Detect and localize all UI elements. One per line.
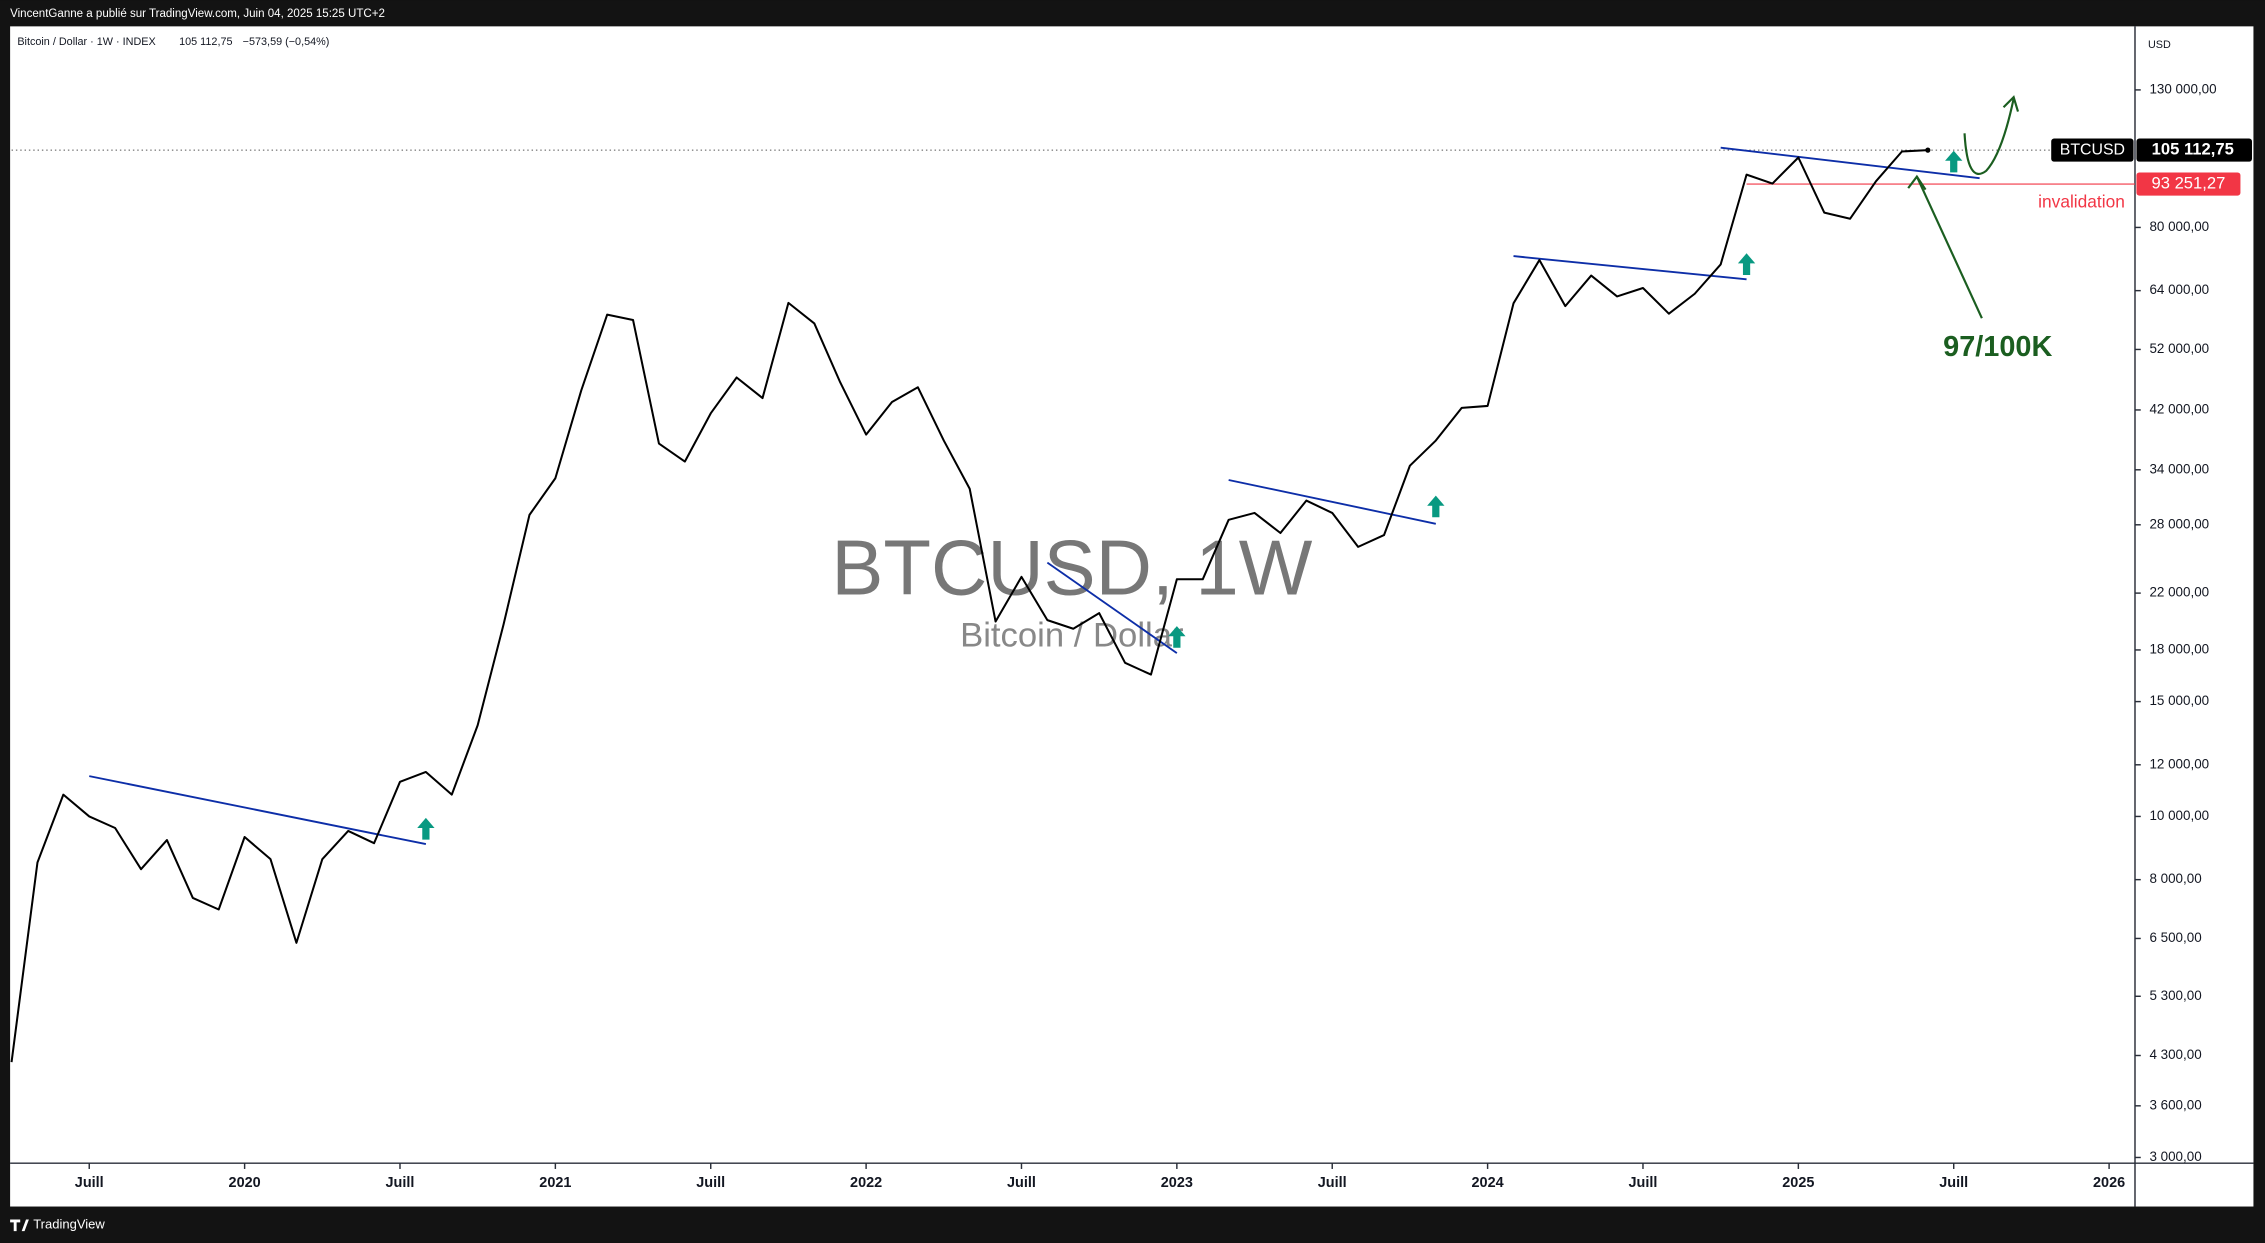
x-tick-label: 2021 bbox=[539, 1175, 571, 1191]
trendline bbox=[1228, 479, 1437, 525]
plot: 130 000,00 80 000,00 64 000,00 52 000,00 42 … bbox=[10, 81, 2252, 1191]
signal-arrow bbox=[417, 817, 435, 840]
signal-arrow bbox=[1737, 253, 1756, 275]
legend-name: Bitcoin / Dollar · 1W · INDEX bbox=[17, 36, 155, 48]
y-tick-label: 64 000,00 bbox=[2149, 282, 2209, 297]
signal-arrow bbox=[1168, 626, 1186, 648]
watermark-subtitle: Bitcoin / Dollar bbox=[960, 617, 1183, 655]
y-tick-label: 15 000,00 bbox=[2149, 693, 2209, 708]
y-tick-label: 52 000,00 bbox=[2149, 341, 2209, 356]
y-tick-label: 42 000,00 bbox=[2149, 401, 2209, 416]
x-tick-label: Juill bbox=[75, 1175, 104, 1191]
y-tick-label: 6 500,00 bbox=[2149, 930, 2201, 945]
invalidation-text: invalidation bbox=[2038, 191, 2125, 211]
last-price-box bbox=[2136, 138, 2252, 162]
x-tick-label: 2025 bbox=[1782, 1175, 1814, 1191]
publisher: VincentGanne a publié sur TradingView.co… bbox=[10, 8, 385, 20]
signal-arrow bbox=[1945, 150, 1963, 173]
legend-change: −573,59 (−0,54%) bbox=[243, 36, 330, 48]
legend-price: 105 112,75 bbox=[179, 36, 232, 48]
projection-arrow-head bbox=[2002, 95, 2020, 112]
y-tick-label: 5 300,00 bbox=[2149, 988, 2201, 1003]
y-tick-label: 4 300,00 bbox=[2149, 1047, 2201, 1062]
x-tick-label: Juill bbox=[1318, 1175, 1347, 1191]
last-point bbox=[1925, 147, 1931, 153]
watermark-title: BTCUSD, 1W bbox=[831, 523, 1312, 611]
symbol-tag bbox=[2051, 138, 2134, 162]
x-tick-label: 2026 bbox=[2093, 1175, 2125, 1191]
x-tick-label: 2023 bbox=[1161, 1175, 1193, 1191]
x-tick-label: Juill bbox=[386, 1175, 415, 1191]
y-tick-label: 34 000,00 bbox=[2149, 461, 2209, 476]
y-tick-label: 130 000,00 bbox=[2149, 81, 2216, 96]
chart-background bbox=[10, 26, 2254, 1207]
y-tick-label: 22 000,00 bbox=[2149, 585, 2209, 600]
x-tick-label: Juill bbox=[1007, 1175, 1036, 1191]
y-tick-label: 18 000,00 bbox=[2149, 641, 2209, 656]
x-tick-label: 2024 bbox=[1472, 1175, 1504, 1191]
y-tick-label: 3 600,00 bbox=[2149, 1097, 2201, 1112]
last-price-label: 105 112,75 bbox=[2152, 139, 2234, 158]
y-tick-label: 80 000,00 bbox=[2149, 219, 2209, 234]
annotations: 97/100K bbox=[1907, 95, 2052, 363]
trendline bbox=[1513, 255, 1747, 281]
y-unit: USD bbox=[2148, 39, 2171, 51]
y-tick-label: 10 000,00 bbox=[2149, 808, 2209, 823]
target-label: 97/100K bbox=[1943, 331, 2052, 363]
trendline bbox=[89, 775, 427, 846]
x-tick-label: Juill bbox=[696, 1175, 725, 1191]
x-tick-label: Juill bbox=[1629, 1175, 1658, 1191]
logo-icon bbox=[10, 1219, 29, 1232]
projection-arrow bbox=[1963, 98, 2015, 176]
price-line bbox=[10, 149, 1928, 1063]
trendline bbox=[1046, 561, 1178, 654]
target-arrow bbox=[1915, 176, 1983, 319]
y-tick-label: 8 000,00 bbox=[2149, 871, 2201, 886]
invalidation-box bbox=[2136, 172, 2241, 196]
trendline bbox=[1720, 146, 1980, 180]
x-tick-label: 2022 bbox=[850, 1175, 882, 1191]
symbol-tag-text: BTCUSD bbox=[2060, 141, 2125, 158]
y-tick-label: 3 000,00 bbox=[2149, 1149, 2201, 1164]
brand: TradingView bbox=[33, 1217, 105, 1232]
invalidation-label: 93 251,27 bbox=[2151, 173, 2225, 192]
logo: TradingView bbox=[10, 1217, 105, 1232]
target-arrow-head bbox=[1907, 174, 1927, 191]
y-tick-label: 12 000,00 bbox=[2149, 756, 2209, 771]
x-tick-label: Juill bbox=[1939, 1175, 1968, 1191]
x-tick-label: 2020 bbox=[229, 1175, 261, 1191]
y-tick-label: 28 000,00 bbox=[2149, 516, 2209, 531]
signal-arrow bbox=[1427, 495, 1445, 518]
